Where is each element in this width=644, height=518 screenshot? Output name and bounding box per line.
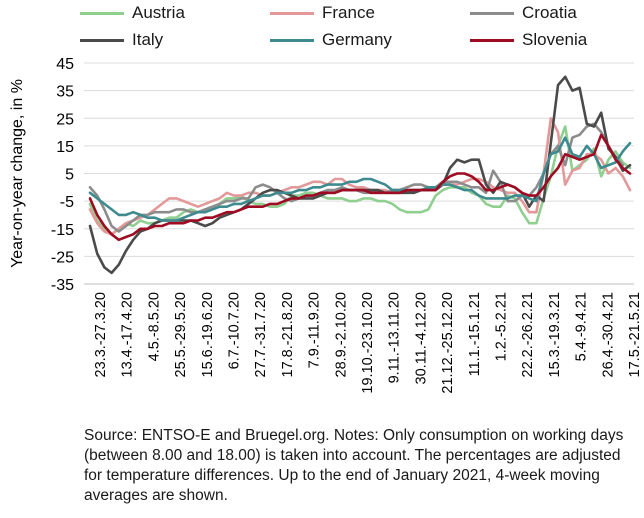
x-tick-label: 6.7.-10.7.20 (227, 292, 243, 369)
x-tick-label: 30.11.-4.12.20 (413, 292, 429, 384)
x-tick-label: 28.9.-2.10.20 (333, 292, 349, 377)
x-tick-label: 17.8.-21.8.20 (280, 292, 296, 377)
grid-lines (84, 62, 634, 285)
y-tick-label: 35 (56, 84, 74, 101)
series-line-germany (88, 136, 632, 222)
y-tick-label: 45 (56, 56, 74, 73)
x-tick-label: 15.6.-19.6.20 (200, 292, 216, 377)
x-tick-label: 27.7.-31.7.20 (253, 292, 269, 377)
x-tick-label: 11.1.-15.1.21 (467, 292, 483, 376)
legend-label: Italy (132, 30, 164, 49)
x-tick-label: 13.4.-17.4.20 (120, 292, 136, 377)
legend-item-croatia: Croatia (470, 2, 577, 24)
legend-label: Germany (322, 30, 392, 49)
legend-item-italy: Italy (80, 29, 163, 51)
y-axis-ticks: -35 -25 -15 -5 5 15 25 35 45 (51, 56, 74, 294)
legend-swatch (470, 38, 514, 42)
legend-swatch (80, 11, 124, 15)
x-tick-label: 1.2.-5.2.21 (494, 292, 510, 361)
y-axis-label: Year-on-year change, in % (9, 79, 26, 268)
legend-label: Slovenia (522, 30, 588, 49)
series-lines (88, 75, 632, 275)
legend-swatch (270, 11, 314, 15)
legend-label: Austria (132, 3, 185, 22)
y-tick-label: -25 (51, 249, 74, 266)
x-tick-label: 23.3.-27.3.20 (93, 292, 109, 377)
legend-swatch (270, 38, 314, 42)
x-tick-label: 22.2.-26.2.21 (520, 292, 536, 377)
x-tick-label: 21.12.-25.12.20 (440, 292, 456, 394)
x-tick-label: 26.4.-30.4.21 (600, 292, 616, 377)
x-tick-label: 19.10.-23.10.20 (360, 292, 376, 394)
series-line-italy (88, 75, 632, 275)
y-tick-label: -15 (51, 222, 74, 239)
source-note: Source: ENTSO-E and Bruegel.org. Notes: … (84, 427, 624, 504)
legend-swatch (80, 38, 124, 42)
x-tick-label: 7.9.-11.9.20 (307, 292, 323, 368)
y-tick-label: 25 (56, 111, 74, 128)
legend-item-slovenia: Slovenia (470, 29, 587, 51)
x-tick-label: 17.5.-21.5.21 (627, 292, 643, 377)
legend-label: Croatia (522, 3, 577, 22)
x-tick-label: 5.4.-9.4.21 (574, 292, 590, 361)
series-line-slovenia (88, 133, 632, 242)
legend-item-austria: Austria (80, 2, 185, 24)
x-tick-label: 4.5.-8.5.20 (146, 292, 162, 361)
series-line-austria (88, 125, 632, 236)
x-axis-ticks: 23.3.-27.3.20 13.4.-17.4.20 4.5.-8.5.20 25.… (93, 292, 643, 394)
y-tick-label: -35 (51, 277, 74, 294)
legend-item-france: France (270, 2, 375, 24)
legend-label: France (322, 3, 375, 22)
y-tick-label: -5 (60, 194, 74, 211)
x-tick-label: 25.5.-29.5.20 (173, 292, 189, 377)
y-tick-label: 15 (56, 139, 74, 156)
x-tick-label: 9.11.-13.11.20 (387, 292, 403, 383)
x-tick-label: 15.3.-19.3.21 (547, 292, 563, 377)
legend-item-germany: Germany (270, 29, 392, 51)
legend-swatch (470, 11, 514, 15)
y-tick-label: 5 (65, 167, 74, 184)
